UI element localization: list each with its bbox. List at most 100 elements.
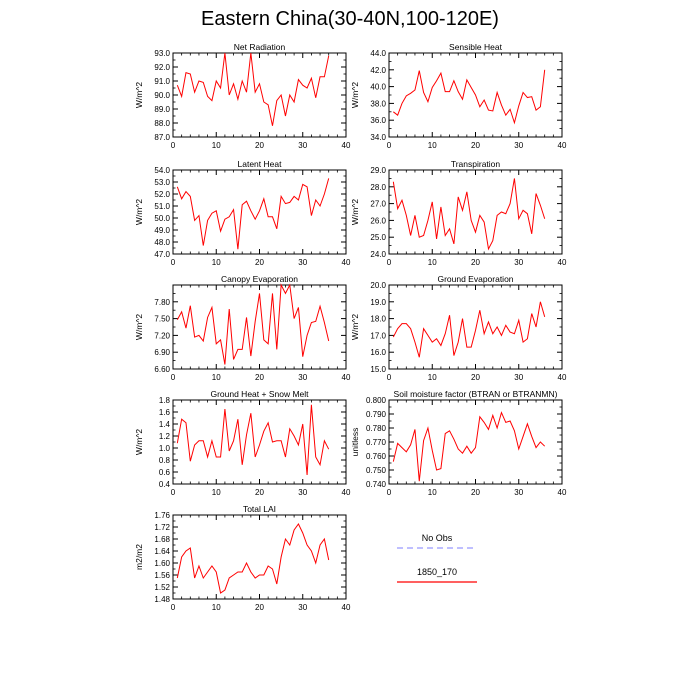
y-tick-label: 0.780: [366, 424, 387, 433]
figure-title: Eastern China(30-40N,100-120E): [201, 8, 499, 30]
y-tick-label: 38.0: [370, 99, 386, 108]
plot-frame: [172, 52, 347, 138]
y-tick-label: 0.770: [366, 438, 387, 447]
y-tick-label: 1.6: [159, 408, 171, 417]
y-tick-label: 1.52: [154, 583, 170, 592]
y-axis-label: W/m^2: [134, 429, 144, 455]
x-tick-label: 40: [342, 373, 351, 382]
y-tick-label: 1.0: [159, 444, 171, 453]
y-tick-label: 87.0: [154, 133, 170, 142]
x-tick-label: 20: [255, 373, 264, 382]
y-axis-label: W/m^2: [350, 314, 360, 340]
y-tick-label: 92.0: [154, 63, 170, 72]
y-axis-label: W/m^2: [134, 314, 144, 340]
plot-frame: [172, 514, 347, 600]
y-tick-label: 44.0: [370, 49, 386, 58]
x-tick-label: 40: [342, 141, 351, 150]
x-tick-label: 0: [387, 258, 392, 267]
y-tick-label: 15.0: [370, 365, 386, 374]
x-tick-label: 0: [171, 258, 176, 267]
x-tick-label: 20: [255, 141, 264, 150]
series-line-1850-170: [176, 404, 330, 476]
x-tick-label: 10: [212, 141, 221, 150]
x-tick-label: 30: [298, 488, 307, 497]
panel-title: Transpiration: [451, 159, 501, 169]
panel-sensible-heat: 0 10 20 30 40 34.0 36.0 38.0 40.0 42.0 44.0 Sensibl…: [350, 42, 567, 150]
y-axis-label: unitless: [350, 428, 360, 457]
y-tick-label: 52.0: [154, 190, 170, 199]
y-tick-label: 0.750: [366, 466, 387, 475]
x-tick-label: 20: [255, 603, 264, 612]
y-tick-label: 29.0: [370, 166, 386, 175]
y-tick-label: 47.0: [154, 250, 170, 259]
x-tick-label: 0: [171, 141, 176, 150]
y-tick-label: 24.0: [370, 250, 386, 259]
y-tick-label: 0.760: [366, 452, 387, 461]
y-tick-label: 93.0: [154, 49, 170, 58]
series-line-1850-170: [176, 283, 330, 365]
y-tick-label: 7.20: [154, 331, 170, 340]
y-tick-label: 1.60: [154, 559, 170, 568]
x-tick-label: 20: [255, 488, 264, 497]
panel-title: Net Radiation: [234, 42, 286, 52]
x-tick-label: 40: [558, 141, 567, 150]
x-tick-label: 40: [558, 258, 567, 267]
y-tick-label: 51.0: [154, 202, 170, 211]
legend-label: 1850_170: [417, 567, 457, 577]
x-tick-label: 0: [171, 603, 176, 612]
x-tick-label: 10: [428, 488, 437, 497]
x-tick-label: 0: [387, 488, 392, 497]
x-tick-label: 40: [558, 488, 567, 497]
panel-net-radiation: 0 10 20 30 40 87.0 88.0 89.0 90.0 91.0 92.0 93.0 Net…: [134, 42, 351, 150]
y-tick-label: 6.90: [154, 348, 170, 357]
y-tick-label: 1.76: [154, 511, 170, 520]
y-tick-label: 54.0: [154, 166, 170, 175]
x-tick-label: 0: [387, 373, 392, 382]
panel-title: Soil moisture factor (BTRAN or BTRANMN): [394, 389, 558, 399]
x-tick-label: 30: [514, 141, 523, 150]
x-tick-label: 40: [342, 488, 351, 497]
series-line-1850-170: [392, 411, 546, 482]
y-axis-label: W/m^2: [134, 82, 144, 108]
y-axis-label: W/m^2: [350, 82, 360, 108]
y-tick-label: 1.64: [154, 547, 170, 556]
x-tick-label: 30: [514, 373, 523, 382]
series-line-1850-170: [392, 301, 546, 358]
x-tick-label: 0: [387, 141, 392, 150]
y-tick-label: 0.800: [366, 396, 387, 405]
y-tick-label: 91.0: [154, 77, 170, 86]
y-axis-label: m2/m2: [134, 544, 144, 570]
y-tick-label: 42.0: [370, 66, 386, 75]
y-axis-label: W/m^2: [350, 199, 360, 225]
x-tick-label: 0: [171, 488, 176, 497]
panel-soil-moisture-factor-btran-or-btranmn: 0 10 20 30 40 0.740 0.750 0.760 0.770 0.780 0.790 0…: [350, 389, 567, 497]
series-line-1850-170: [176, 523, 330, 594]
y-tick-label: 17.0: [370, 331, 386, 340]
y-tick-label: 1.56: [154, 571, 170, 580]
x-tick-label: 20: [471, 141, 480, 150]
x-tick-label: 10: [212, 373, 221, 382]
panel-transpiration: 0 10 20 30 40 24.0 25.0 26.0 27.0 28.0 29.0 Transpi…: [350, 159, 567, 267]
y-tick-label: 20.0: [370, 281, 386, 290]
x-tick-label: 10: [428, 258, 437, 267]
y-tick-label: 0.6: [159, 468, 171, 477]
plot-frame: [388, 169, 563, 255]
y-tick-label: 1.8: [159, 396, 171, 405]
y-tick-label: 0.8: [159, 456, 171, 465]
panel-ground-heat-snow-melt: 0 10 20 30 40 0.4 0.6 0.8 1.0 1.2 1.4 1.6 1.8 Ground …: [134, 389, 351, 497]
y-tick-label: 27.0: [370, 200, 386, 209]
y-tick-label: 1.68: [154, 535, 170, 544]
x-tick-label: 10: [428, 141, 437, 150]
series-line-1850-170: [393, 69, 546, 125]
panel-title: Total LAI: [243, 504, 276, 514]
panel-canopy-evaporation: 0 10 20 30 40 6.60 6.90 7.20 7.50 7.80 Canopy Evap…: [134, 274, 351, 382]
panel-total-lai: 0 10 20 30 40 1.48 1.52 1.56 1.60 1.64 1.68 1.72 1.7…: [134, 504, 351, 612]
y-tick-label: 7.80: [154, 298, 170, 307]
x-tick-label: 0: [171, 373, 176, 382]
y-tick-label: 34.0: [370, 133, 386, 142]
y-tick-label: 90.0: [154, 91, 170, 100]
y-tick-label: 7.50: [154, 315, 170, 324]
x-tick-label: 30: [514, 258, 523, 267]
x-tick-label: 20: [471, 258, 480, 267]
